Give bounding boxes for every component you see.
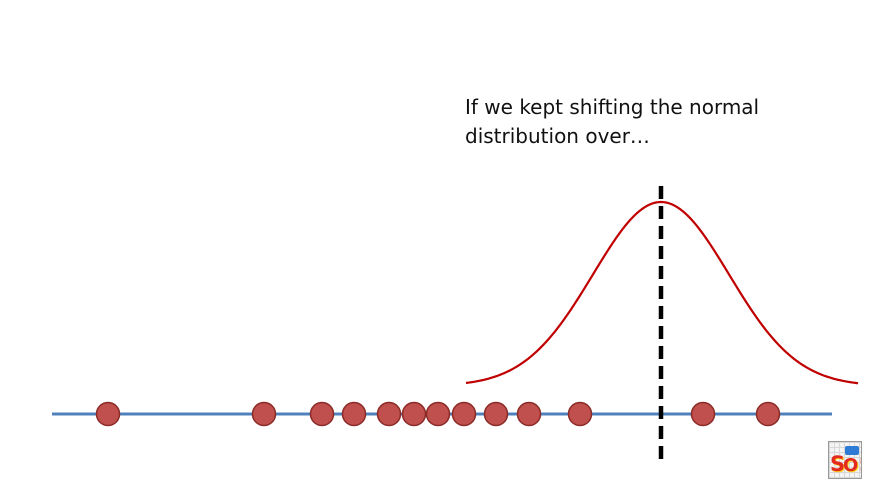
data-point (341, 401, 367, 427)
data-point (755, 401, 781, 427)
data-point (376, 401, 402, 427)
data-point (401, 401, 427, 427)
normal-distribution-curve (465, 200, 859, 385)
statquest-logo-icon: S O! (828, 441, 862, 479)
data-point (567, 401, 593, 427)
data-point (451, 401, 477, 427)
data-point (483, 401, 509, 427)
data-point (425, 401, 451, 427)
caption-line-1: If we kept shifting the normal (465, 95, 760, 119)
data-point (251, 401, 277, 427)
caption-line-2: distribution over… (465, 124, 650, 148)
data-points (95, 401, 781, 427)
caption-text: If we kept shifting the normal distribut… (465, 93, 795, 151)
data-point (516, 401, 542, 427)
data-point (309, 401, 335, 427)
data-point (690, 401, 716, 427)
data-point (95, 401, 121, 427)
